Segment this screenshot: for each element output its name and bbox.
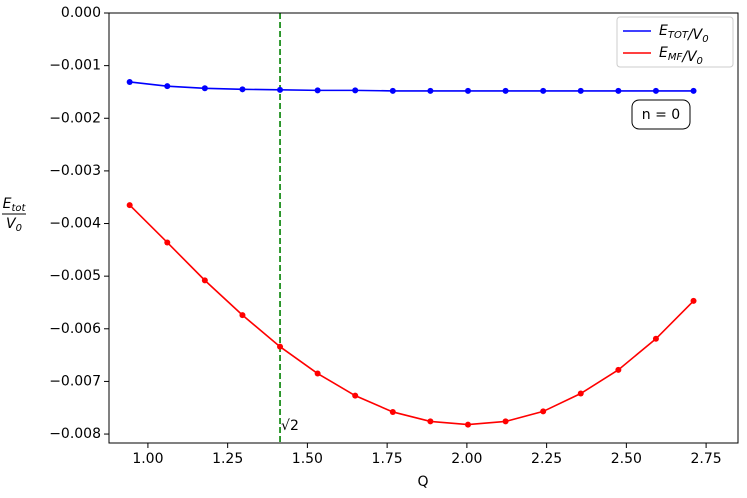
data-point <box>427 87 434 94</box>
data-point <box>652 335 659 342</box>
data-point <box>239 86 246 93</box>
y-tick-label: −0.006 <box>49 321 101 337</box>
data-point <box>352 392 359 399</box>
data-point <box>540 87 547 94</box>
data-point <box>615 366 622 373</box>
legend-label: EMF/V0 <box>659 45 703 67</box>
data-point <box>464 421 471 428</box>
x-tick-label: 2.25 <box>531 451 562 467</box>
data-point <box>277 86 284 93</box>
data-point <box>540 408 547 415</box>
x-tick-label: 1.25 <box>212 451 243 467</box>
data-point <box>126 78 133 85</box>
data-point <box>502 418 509 425</box>
data-point <box>164 83 171 90</box>
data-point <box>239 312 246 319</box>
reference-label: √2 <box>281 418 299 434</box>
data-point <box>652 87 659 94</box>
x-tick-label: 2.00 <box>451 451 482 467</box>
data-point <box>577 87 584 94</box>
data-point <box>126 202 133 209</box>
series-line <box>129 81 694 92</box>
y-tick-label: −0.008 <box>49 426 101 442</box>
data-point <box>427 418 434 425</box>
x-tick-label: 2.50 <box>611 451 642 467</box>
y-tick-label: −0.001 <box>49 58 101 74</box>
data-point <box>615 87 622 94</box>
annotation: n = 0 <box>642 107 680 123</box>
annotation-box <box>631 99 691 130</box>
data-point <box>389 87 396 94</box>
data-point <box>201 85 208 92</box>
y-axis-label-numerator: Etot <box>3 196 27 214</box>
y-tick-label: −0.004 <box>49 216 101 232</box>
legend-label: ETOT/V0 <box>659 23 709 45</box>
y-tick-label: −0.005 <box>49 268 101 284</box>
x-tick-label: 1.00 <box>132 451 163 467</box>
y-tick-label: −0.007 <box>49 373 101 389</box>
x-tick-label: 1.50 <box>292 451 323 467</box>
plot-frame <box>108 12 739 444</box>
data-point <box>690 87 697 94</box>
legend-box <box>616 16 734 68</box>
y-axis-label-denominator: V0 <box>6 216 22 234</box>
data-point <box>201 277 208 284</box>
x-tick-label: 2.75 <box>691 451 722 467</box>
y-tick-label: −0.002 <box>49 110 101 126</box>
data-point <box>389 408 396 415</box>
data-point <box>502 87 509 94</box>
x-axis-label: Q <box>417 474 428 490</box>
x-tick-label: 1.75 <box>372 451 403 467</box>
y-tick-label: −0.003 <box>49 163 101 179</box>
series-line <box>129 204 695 426</box>
data-point <box>690 297 697 304</box>
data-point <box>277 343 284 350</box>
y-tick-label: 0.000 <box>61 5 101 21</box>
data-point <box>464 87 471 94</box>
data-point <box>352 87 359 94</box>
data-point <box>577 390 584 397</box>
data-point <box>164 239 171 246</box>
data-point <box>314 87 321 94</box>
data-point <box>314 370 321 377</box>
